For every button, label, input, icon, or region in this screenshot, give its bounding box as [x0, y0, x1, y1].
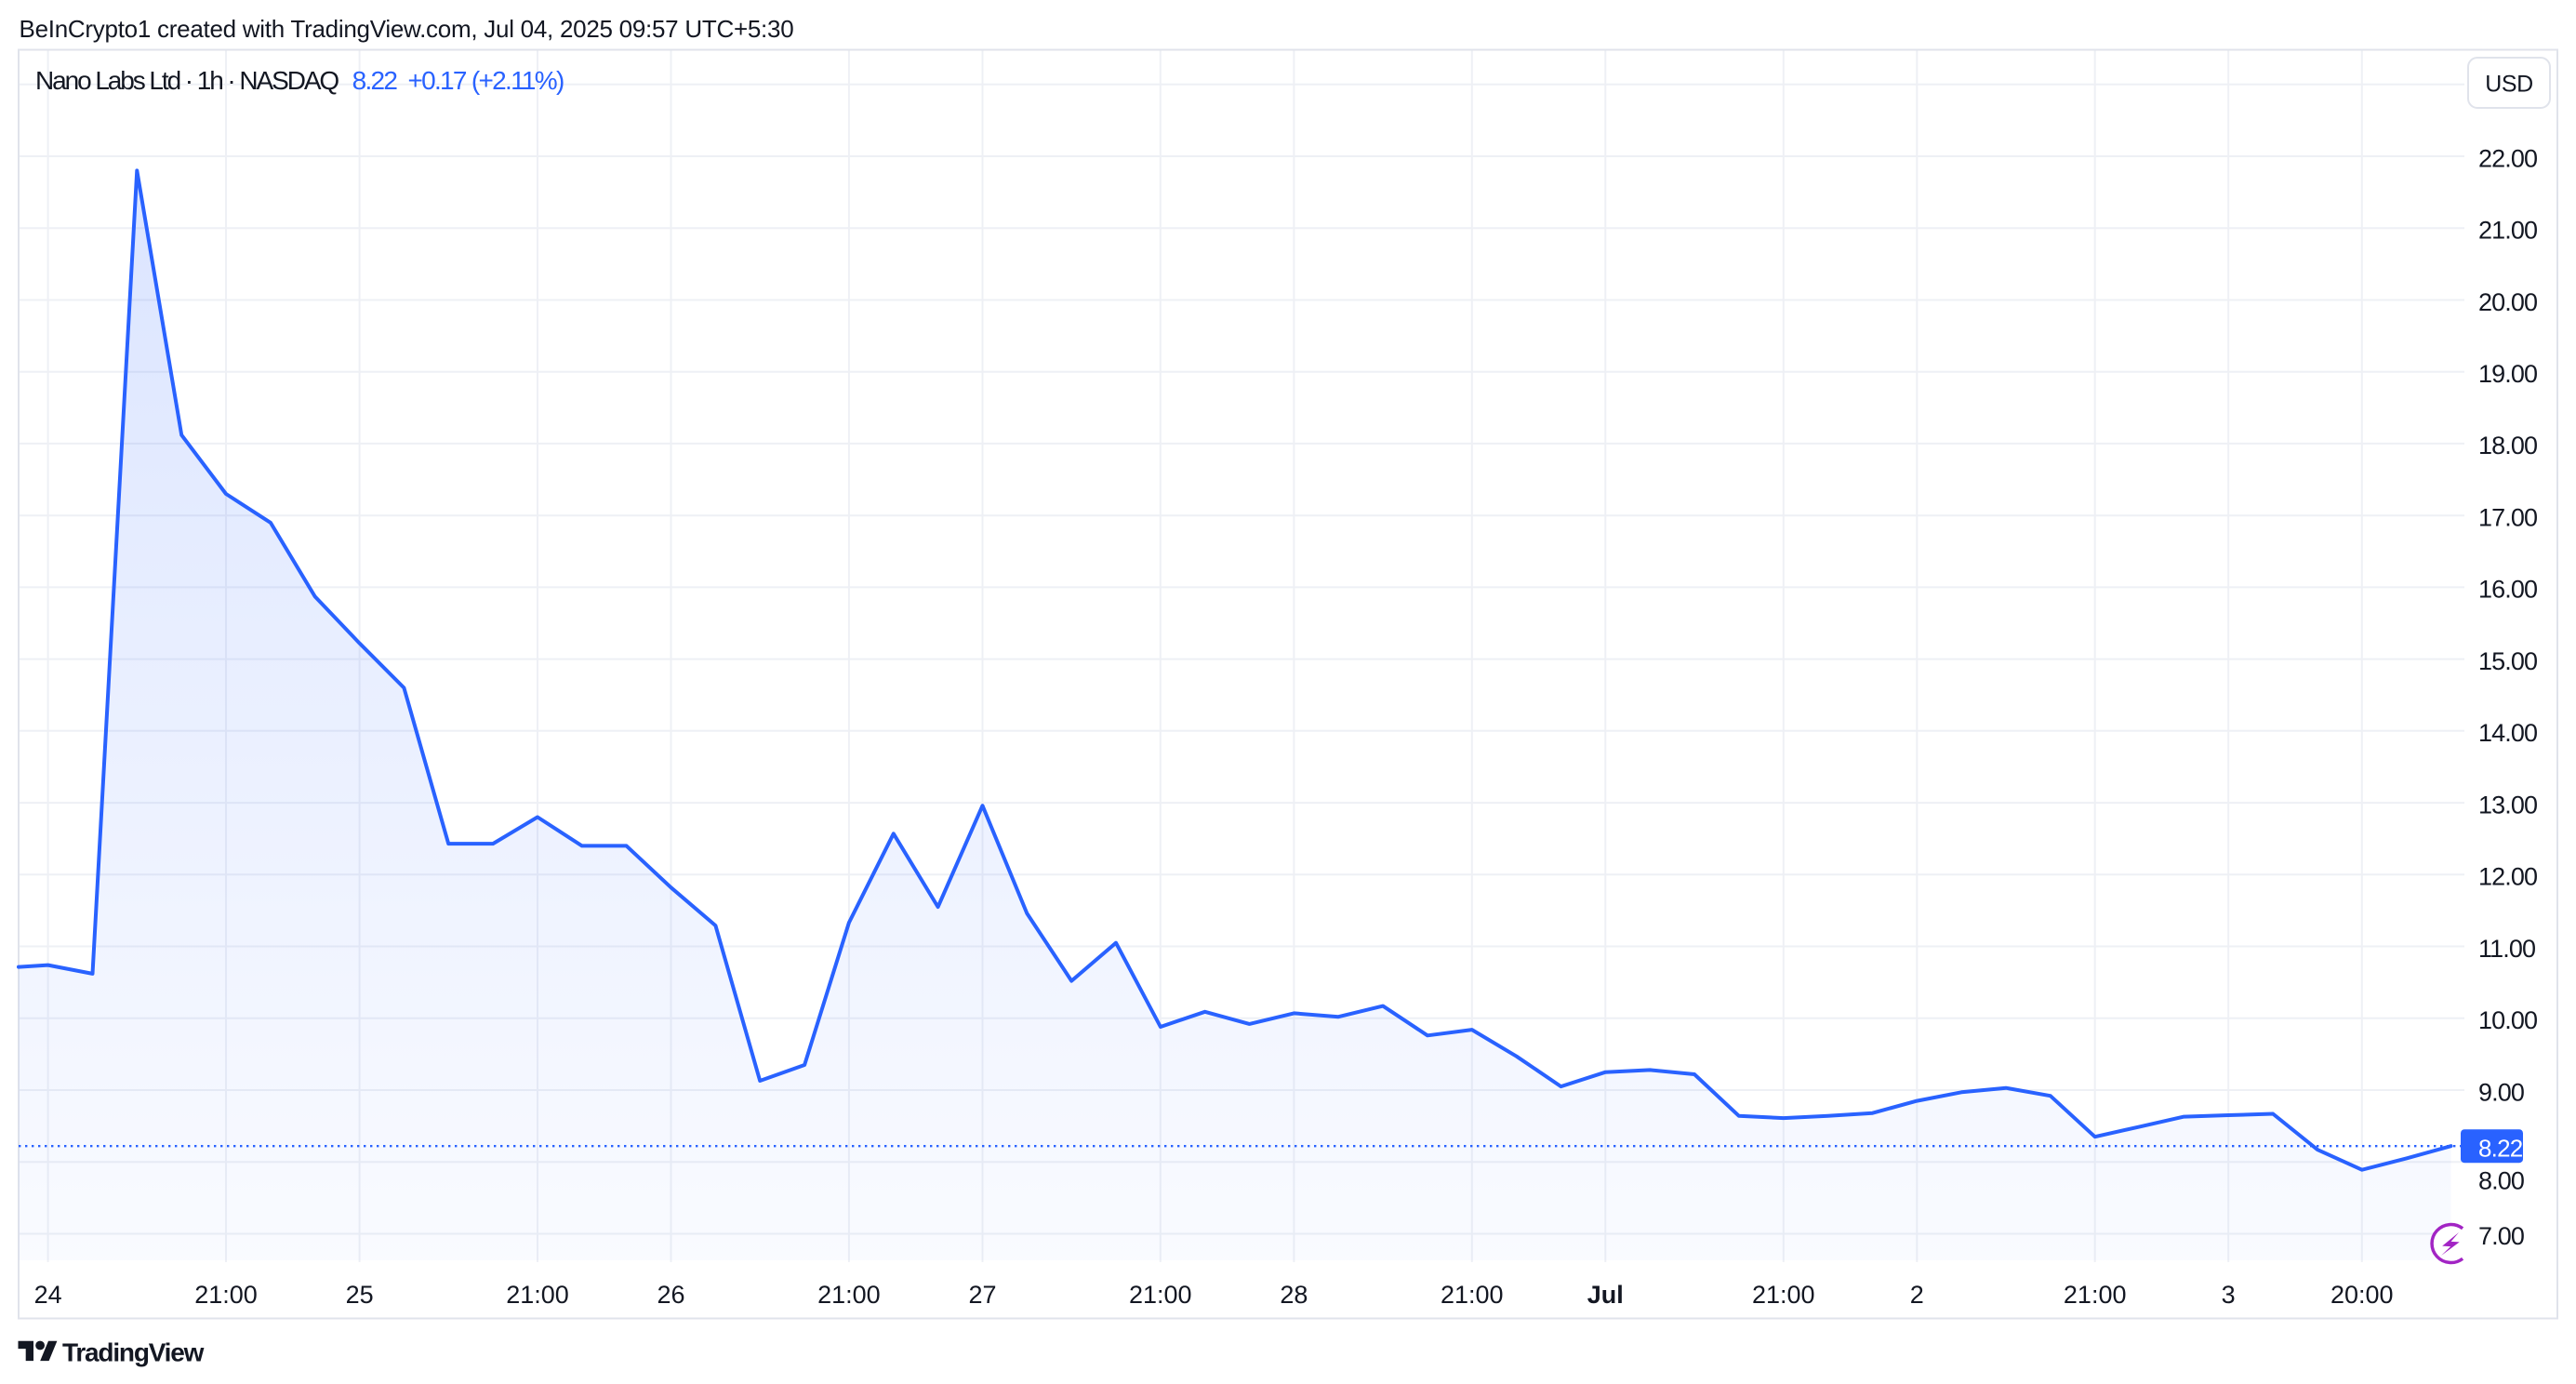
svg-text:21:00: 21:00 [506, 1281, 569, 1309]
svg-text:13.00: 13.00 [2478, 791, 2537, 818]
svg-text:USD: USD [2485, 72, 2533, 98]
svg-text:26: 26 [657, 1281, 684, 1309]
svg-text:Jul: Jul [1587, 1281, 1624, 1309]
svg-text:3: 3 [2222, 1281, 2236, 1309]
svg-text:22.00: 22.00 [2478, 144, 2537, 172]
svg-text:BeInCrypto1 created with Tradi: BeInCrypto1 created with TradingView.com… [20, 15, 794, 43]
svg-text:15.00: 15.00 [2478, 647, 2537, 675]
svg-text:12.00: 12.00 [2478, 863, 2537, 891]
svg-text:7.00: 7.00 [2478, 1222, 2524, 1250]
svg-text:2: 2 [1910, 1281, 1924, 1309]
svg-text:8.22: 8.22 [2478, 1134, 2523, 1162]
svg-text:8.00: 8.00 [2478, 1167, 2524, 1195]
svg-text:20:00: 20:00 [2330, 1281, 2394, 1309]
svg-text:24: 24 [34, 1281, 62, 1309]
svg-text:Nano Labs Ltd · 1h · NASDAQ: Nano Labs Ltd · 1h · NASDAQ [35, 66, 339, 95]
svg-text:25: 25 [346, 1281, 374, 1309]
svg-text:17.00: 17.00 [2478, 504, 2537, 532]
svg-text:21:00: 21:00 [194, 1281, 258, 1309]
svg-text:21.00: 21.00 [2478, 217, 2537, 245]
svg-text:21:00: 21:00 [1129, 1281, 1192, 1309]
svg-text:TradingView: TradingView [62, 1338, 205, 1367]
svg-text:18.00: 18.00 [2478, 432, 2537, 459]
svg-text:21:00: 21:00 [817, 1281, 881, 1309]
svg-text:19.00: 19.00 [2478, 360, 2537, 388]
svg-text:28: 28 [1280, 1281, 1308, 1309]
svg-text:20.00: 20.00 [2478, 288, 2537, 316]
svg-text:21:00: 21:00 [2064, 1281, 2127, 1309]
svg-text:21:00: 21:00 [1752, 1281, 1815, 1309]
svg-text:10.00: 10.00 [2478, 1006, 2537, 1034]
svg-text:16.00: 16.00 [2478, 576, 2537, 604]
svg-text:8.22 +0.17 (+2.11%): 8.22 +0.17 (+2.11%) [352, 66, 564, 95]
svg-text:27: 27 [968, 1281, 996, 1309]
svg-text:9.00: 9.00 [2478, 1078, 2524, 1106]
svg-text:11.00: 11.00 [2478, 935, 2535, 963]
svg-text:21:00: 21:00 [1441, 1281, 1504, 1309]
svg-text:14.00: 14.00 [2478, 719, 2537, 747]
